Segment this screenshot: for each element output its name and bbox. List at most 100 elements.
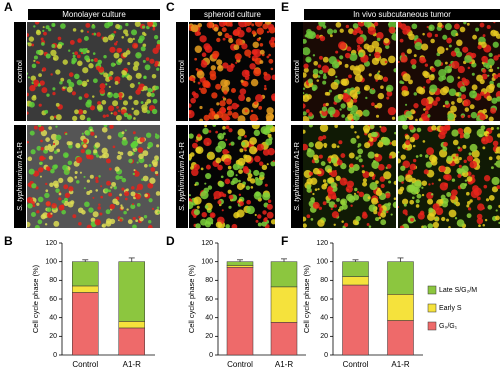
cell: [271, 74, 275, 80]
cell: [235, 159, 241, 165]
cell: [495, 215, 500, 221]
cell: [203, 137, 212, 147]
cell: [451, 189, 458, 196]
cell: [306, 187, 312, 193]
cell: [340, 103, 346, 109]
cell: [355, 215, 361, 222]
cell: [430, 38, 435, 44]
cell: [86, 117, 91, 121]
cell: [341, 220, 344, 223]
cell: [202, 80, 210, 88]
y-tick-label: 40: [49, 315, 57, 322]
cell: [45, 53, 51, 59]
cell: [412, 144, 416, 148]
cell: [123, 210, 127, 215]
row-label-strip: [176, 125, 188, 228]
error-bar: [281, 258, 287, 262]
cell: [256, 143, 264, 151]
cell: [257, 214, 262, 219]
cell: [466, 201, 471, 205]
cell: [64, 192, 71, 198]
cell: [356, 135, 360, 139]
cell: [380, 85, 384, 89]
cell: [83, 144, 87, 148]
cell: [156, 67, 160, 71]
cell: [348, 167, 355, 174]
cell: [316, 25, 322, 31]
cell: [408, 125, 414, 131]
cell: [456, 39, 463, 47]
cell: [446, 218, 450, 222]
cell: [152, 24, 155, 28]
bar-segment: [72, 261, 99, 287]
cell: [239, 88, 247, 95]
cell: [322, 179, 327, 183]
cell: [76, 180, 80, 184]
cell: [270, 67, 274, 71]
y-tick-label: 60: [320, 296, 328, 303]
cell: [336, 197, 340, 202]
cell: [219, 100, 226, 107]
bar-segment: [270, 322, 298, 356]
cell: [96, 32, 101, 37]
cell: [353, 67, 362, 76]
cell: [317, 75, 321, 78]
cell: [383, 171, 392, 180]
cell: [221, 209, 224, 212]
cell: [222, 132, 226, 136]
cell: [140, 101, 144, 104]
cell: [190, 97, 196, 104]
cell: [423, 108, 426, 111]
cell: [305, 109, 310, 113]
cell: [44, 223, 48, 226]
cell: [215, 130, 218, 134]
cell: [113, 92, 119, 99]
cell: [244, 109, 248, 113]
cell: [113, 186, 117, 190]
cell: [215, 221, 223, 228]
cell: [147, 144, 152, 149]
cell: [384, 192, 391, 199]
cell: [371, 176, 375, 180]
cell: [92, 52, 96, 55]
cell: [215, 157, 222, 164]
cell: [112, 100, 119, 107]
cell: [55, 102, 60, 107]
cell: [322, 135, 327, 140]
cell: [126, 208, 129, 211]
cell: [367, 26, 376, 35]
cell: [52, 91, 56, 96]
cell: [391, 33, 396, 41]
cell: [338, 140, 343, 145]
cell: [27, 141, 29, 144]
cell: [361, 164, 365, 168]
cell: [154, 63, 158, 67]
cell: [438, 76, 444, 82]
cell: [217, 164, 223, 171]
cell: [212, 50, 220, 58]
cell: [99, 155, 102, 159]
row-label-strip: [14, 22, 26, 121]
cell: [383, 37, 390, 44]
cell: [486, 95, 492, 102]
cell: [303, 143, 308, 151]
cell: [266, 55, 270, 59]
cell: [85, 47, 88, 51]
cell: [101, 153, 106, 159]
cell: [116, 154, 122, 160]
cell: [319, 125, 329, 133]
cell: [33, 79, 40, 86]
cell: [151, 108, 158, 115]
cell: [108, 189, 111, 193]
cell: [36, 210, 40, 214]
cell: [446, 192, 452, 197]
cell: [399, 225, 405, 228]
cell: [388, 155, 393, 159]
cell: [38, 125, 45, 132]
cell: [463, 159, 467, 164]
row-label-strip: [176, 22, 188, 121]
cell: [384, 60, 388, 64]
cell: [426, 192, 434, 200]
cell: [99, 212, 103, 216]
cell: [115, 175, 121, 180]
